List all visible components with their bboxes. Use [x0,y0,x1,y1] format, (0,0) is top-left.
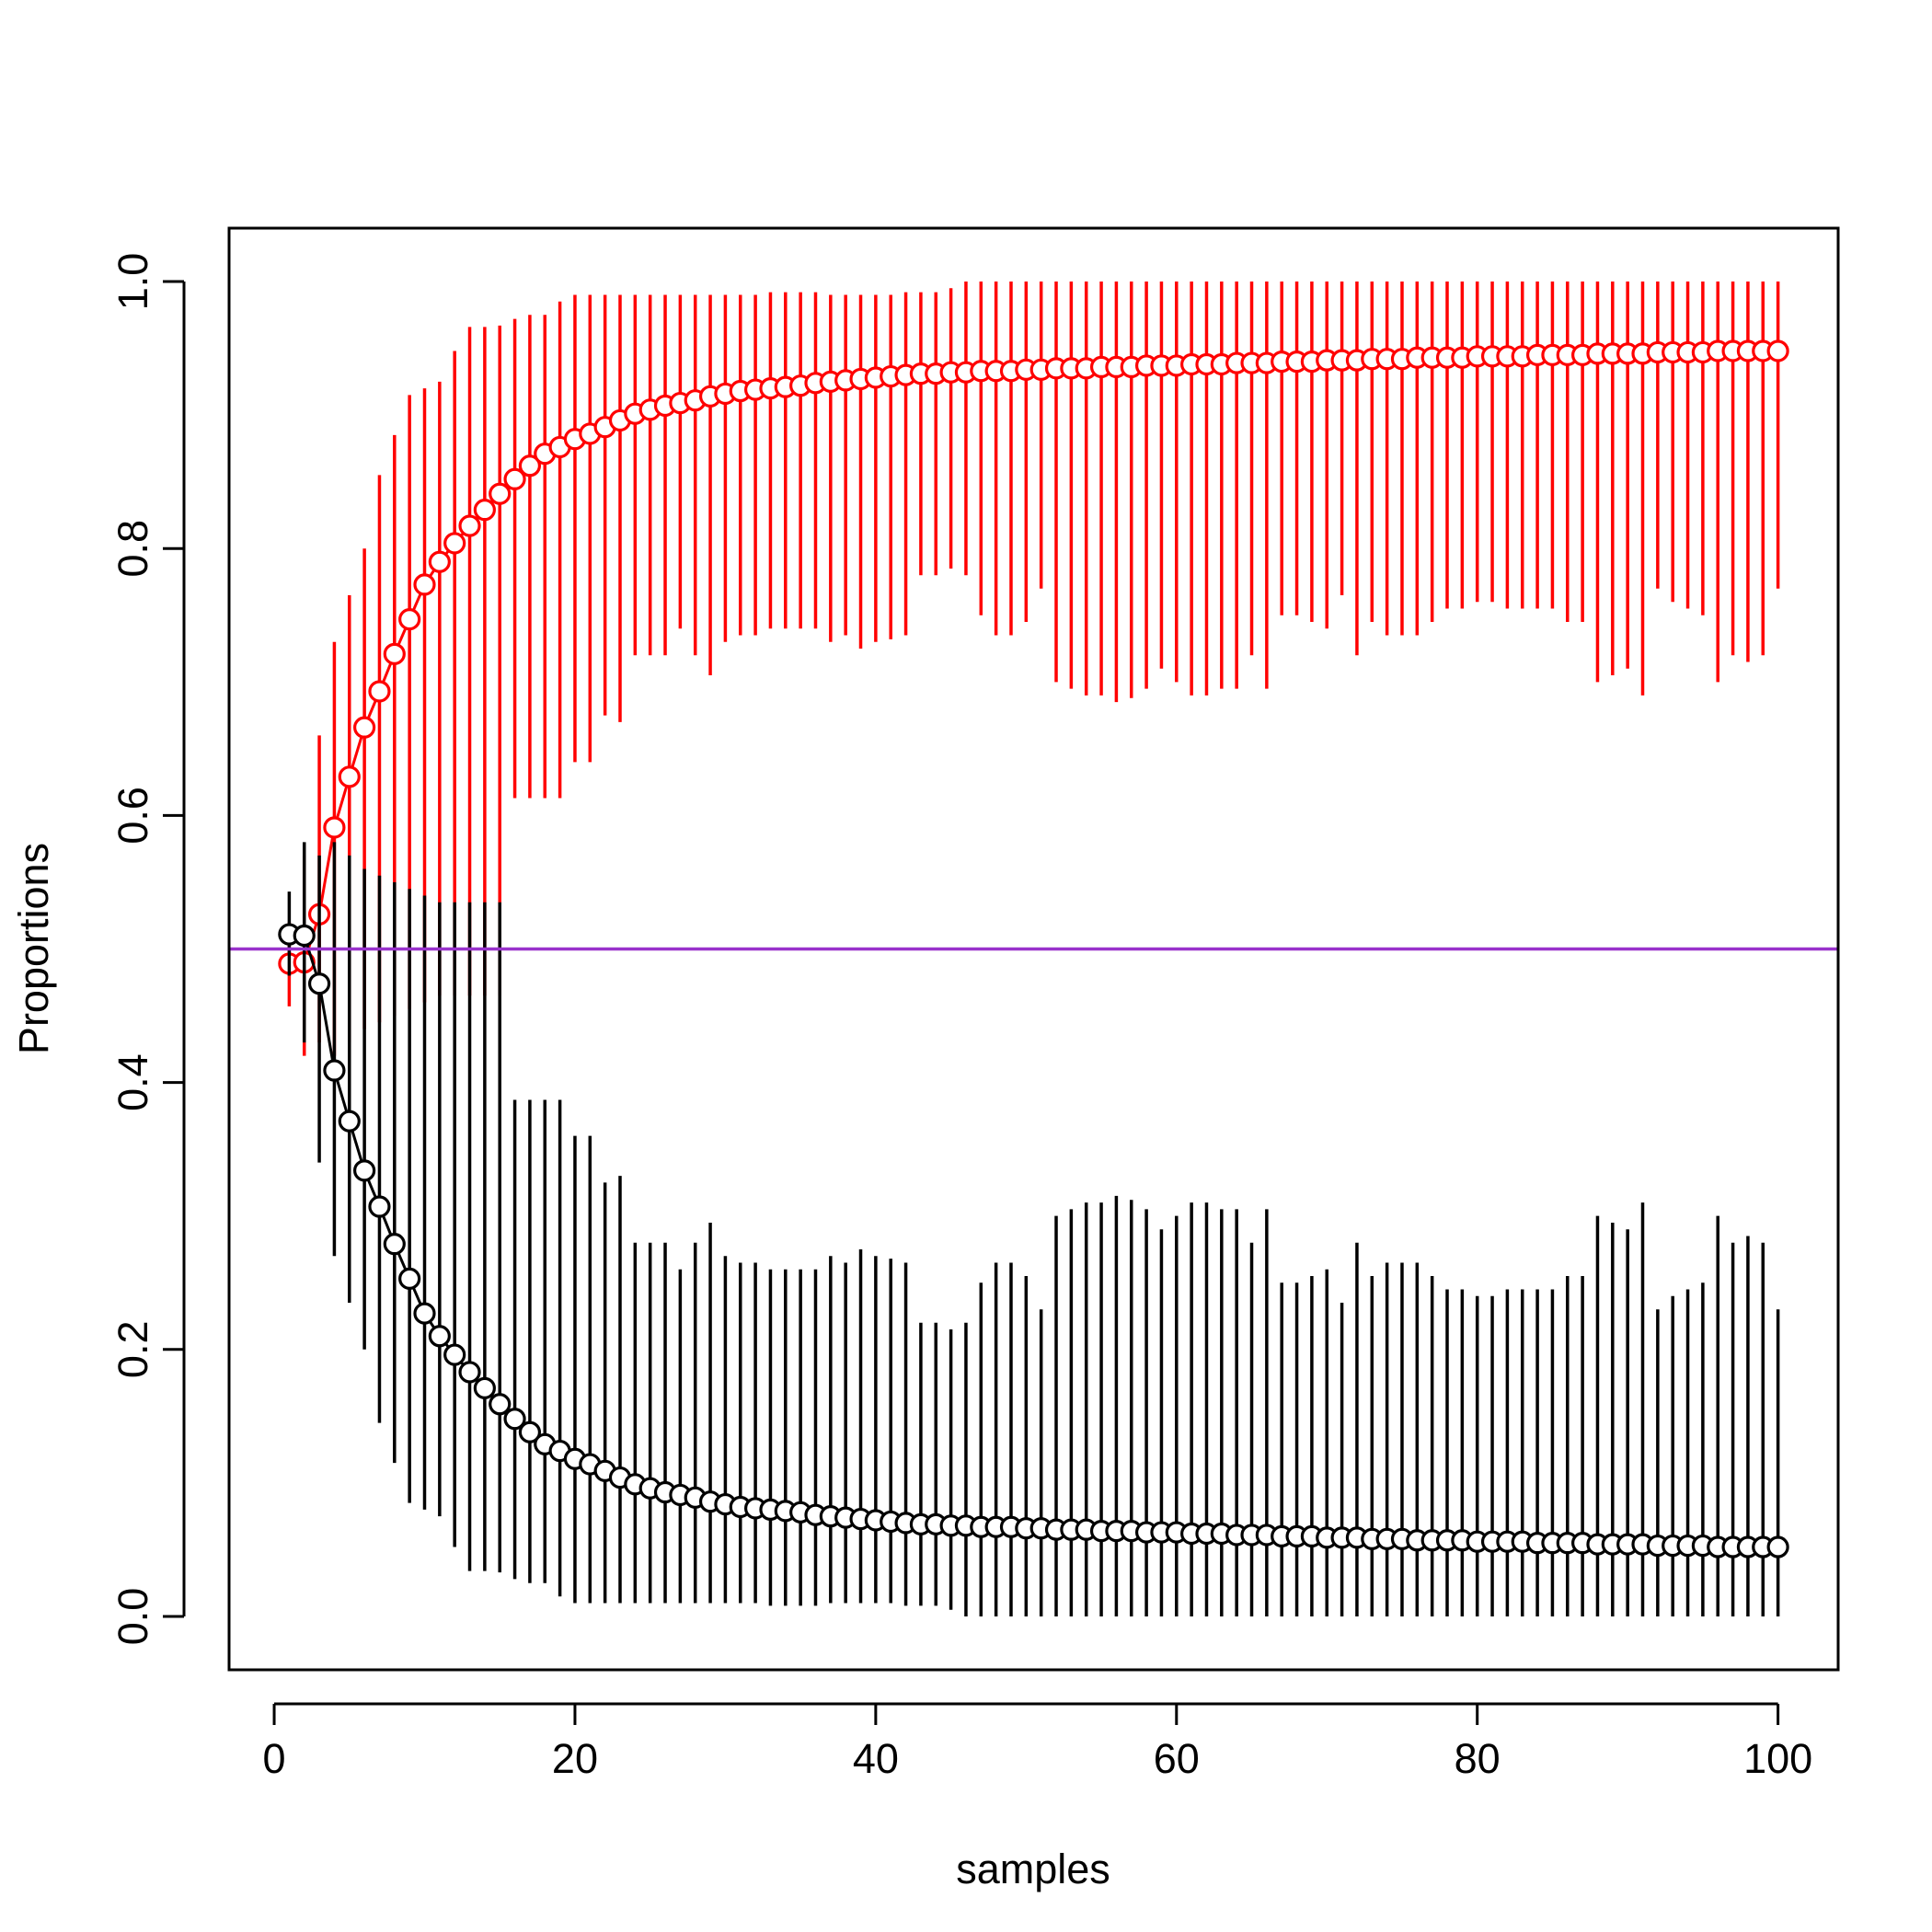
data-point [428,550,451,573]
data-point [443,532,466,555]
y-tick-label: 0.4 [109,1053,156,1111]
data-point [489,1393,512,1416]
series-line [289,933,1778,1548]
data-point [473,499,496,522]
data-point [518,454,542,477]
data-point [458,514,481,537]
y-tick-label: 0.2 [109,1321,156,1379]
data-point [428,1325,451,1348]
data-point [413,1302,436,1325]
plot-content [229,282,1838,1616]
data-point [443,1343,466,1366]
data-point [1766,339,1789,362]
data-point [413,573,436,596]
series-1 [278,842,1789,1616]
series-line [289,350,1778,965]
data-point [368,680,391,703]
data-point [353,1159,376,1182]
data-point [383,642,406,665]
y-tick-label: 0.8 [109,520,156,578]
series-0 [278,282,1789,1056]
data-point [323,1059,346,1082]
data-point [293,924,316,948]
data-point [489,482,512,505]
data-point [353,716,376,739]
data-point [1766,1535,1789,1558]
data-point [398,1267,421,1290]
x-axis: 0 20 40 60 80 100 [263,1702,1812,1782]
y-tick-label: 0.0 [109,1588,156,1646]
y-axis: 0.0 0.2 0.4 0.6 0.8 1.0 [109,253,186,1646]
data-point [307,972,331,995]
data-point [398,608,421,631]
x-axis-label: samples [956,1846,1110,1892]
data-point [503,1408,526,1431]
x-tick-label: 100 [1743,1735,1812,1782]
data-point [473,1376,496,1399]
data-point [368,1195,391,1218]
plot-frame [227,226,1840,1672]
y-axis-label: Proportions [10,843,57,1054]
x-tick-label: 80 [1455,1735,1501,1782]
data-point [323,816,346,839]
x-tick-label: 60 [1154,1735,1200,1782]
x-tick-label: 20 [552,1735,598,1782]
data-point [338,765,361,788]
x-tick-label: 40 [853,1735,899,1782]
data-point [383,1233,406,1256]
data-point [458,1361,481,1384]
data-point [518,1420,542,1443]
data-point [503,467,526,490]
x-tick-label: 0 [263,1735,286,1782]
y-tick-label: 0.6 [109,787,156,845]
y-tick-label: 1.0 [109,253,156,311]
data-point [338,1110,361,1133]
